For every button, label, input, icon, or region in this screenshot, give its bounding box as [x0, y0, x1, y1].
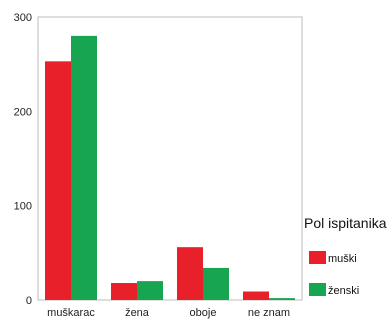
bar-ženski-ne znam	[269, 298, 295, 300]
bar-muški-muškarac	[45, 61, 71, 300]
bar-ženski-oboje	[203, 267, 229, 300]
legend: Pol ispitanika muški ženski	[304, 215, 387, 297]
plot-frame	[37, 16, 303, 301]
legend-swatch	[309, 283, 326, 296]
x-tick-label: oboje	[190, 307, 217, 319]
bar-muški-ne znam	[243, 291, 269, 300]
legend-label: ženski	[328, 285, 359, 297]
legend-title: Pol ispitanika	[304, 215, 387, 231]
y-axis: 0 100 200 300	[14, 12, 32, 307]
bar-muški-žena	[111, 283, 137, 300]
x-axis: muškarac žena oboje ne znam	[47, 307, 290, 319]
legend-swatch	[309, 251, 326, 264]
bar-ženski-muškarac	[71, 35, 97, 300]
x-tick-label: ne znam	[248, 307, 290, 319]
bars	[45, 35, 295, 300]
x-tick-label: muškarac	[47, 307, 95, 319]
legend-label: muški	[328, 253, 357, 265]
y-tick-label: 200	[14, 106, 32, 118]
y-tick-label: 100	[14, 201, 32, 213]
bar-ženski-žena	[137, 281, 163, 300]
bar-muški-oboje	[177, 247, 203, 300]
y-tick-label: 0	[26, 295, 32, 307]
x-tick-label: žena	[125, 307, 150, 319]
y-tick-label: 300	[14, 12, 32, 24]
